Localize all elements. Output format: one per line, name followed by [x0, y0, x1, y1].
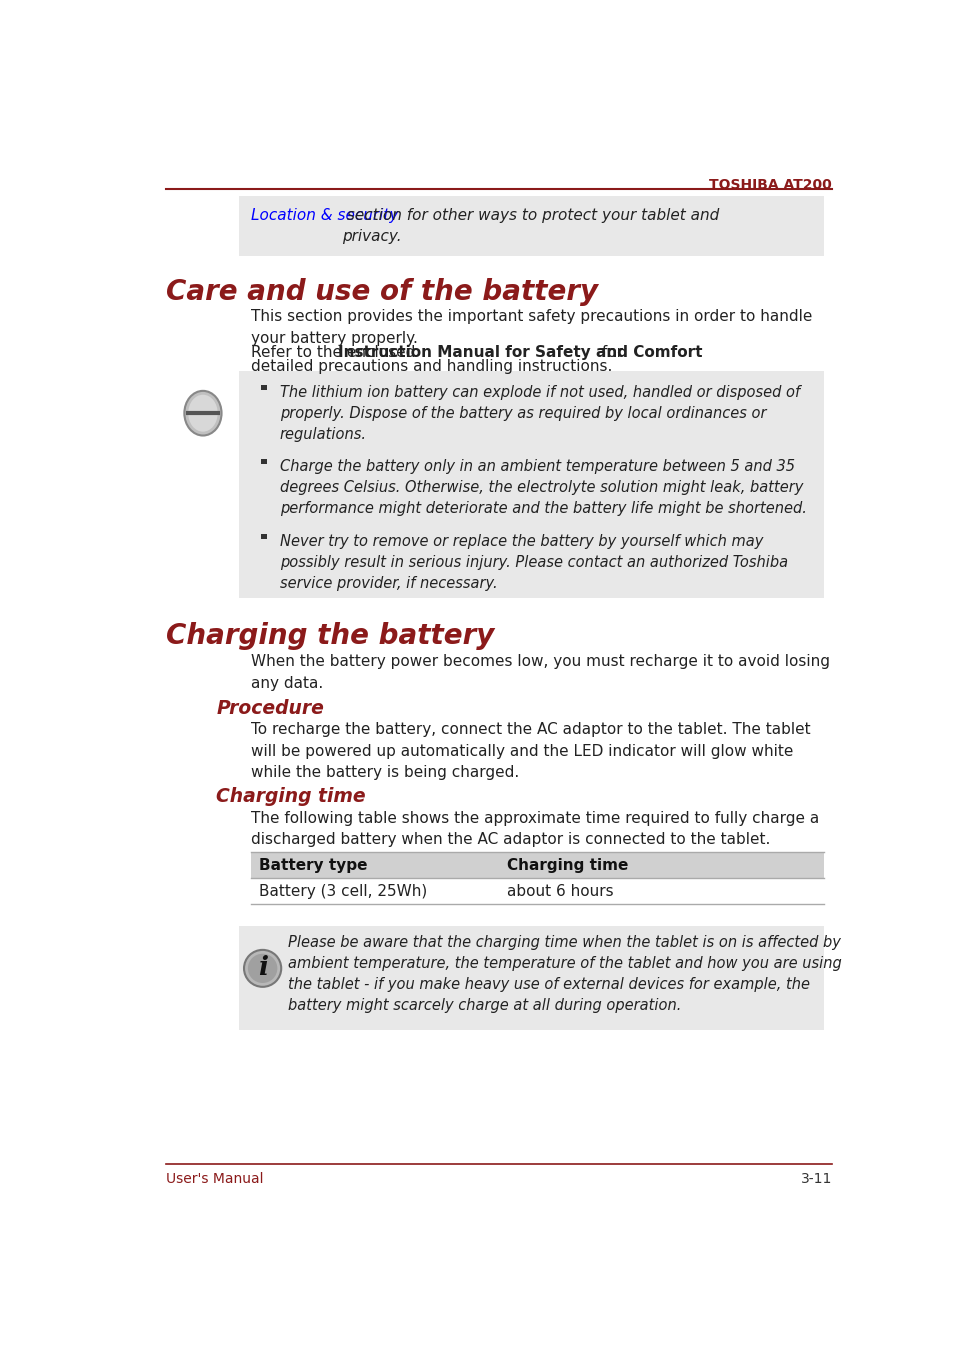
Text: Battery type: Battery type	[258, 858, 367, 873]
Text: 3-11: 3-11	[800, 1171, 831, 1186]
Bar	[261, 385, 266, 390]
Text: User's Manual: User's Manual	[166, 1171, 263, 1186]
Text: Please be aware that the charging time when the tablet is on is affected by
ambi: Please be aware that the charging time w…	[288, 935, 841, 1013]
Text: section for other ways to protect your tablet and
privacy.: section for other ways to protect your t…	[341, 208, 719, 245]
Text: Instruction Manual for Safety and Comfort: Instruction Manual for Safety and Comfor…	[337, 344, 701, 359]
Text: This section provides the important safety precautions in order to handle
your b: This section provides the important safe…	[251, 309, 812, 346]
Text: The lithium ion battery can explode if not used, handled or disposed of
properly: The lithium ion battery can explode if n…	[279, 385, 799, 441]
Text: Refer to the enclosed: Refer to the enclosed	[251, 344, 420, 359]
Text: i: i	[257, 955, 268, 981]
FancyBboxPatch shape	[251, 853, 823, 878]
Text: Care and use of the battery: Care and use of the battery	[166, 278, 598, 307]
Circle shape	[248, 954, 277, 983]
Text: TOSHIBA AT200: TOSHIBA AT200	[709, 179, 831, 192]
Circle shape	[244, 950, 281, 987]
Ellipse shape	[188, 394, 217, 432]
Text: The following table shows the approximate time required to fully charge a
discha: The following table shows the approximat…	[251, 811, 819, 847]
Text: To recharge the battery, connect the AC adaptor to the tablet. The tablet
will b: To recharge the battery, connect the AC …	[251, 722, 810, 780]
Text: Battery (3 cell, 25Wh): Battery (3 cell, 25Wh)	[258, 885, 427, 900]
Ellipse shape	[184, 391, 221, 436]
Bar	[261, 459, 266, 464]
Bar	[261, 534, 266, 539]
Text: Charge the battery only in an ambient temperature between 5 and 35
degrees Celsi: Charge the battery only in an ambient te…	[279, 459, 805, 515]
Text: about 6 hours: about 6 hours	[506, 885, 613, 900]
FancyBboxPatch shape	[239, 925, 823, 1030]
Text: Charging the battery: Charging the battery	[166, 621, 494, 650]
Text: Location & security: Location & security	[251, 208, 398, 223]
Text: When the battery power becomes low, you must recharge it to avoid losing
any dat: When the battery power becomes low, you …	[251, 654, 829, 691]
Text: detailed precautions and handling instructions.: detailed precautions and handling instru…	[251, 359, 612, 374]
Text: Never try to remove or replace the battery by yourself which may
possibly result: Never try to remove or replace the batte…	[279, 534, 787, 590]
Text: Charging time: Charging time	[506, 858, 627, 873]
Text: Charging time: Charging time	[216, 787, 365, 807]
FancyBboxPatch shape	[239, 371, 823, 599]
FancyBboxPatch shape	[239, 196, 823, 256]
Text: Procedure: Procedure	[216, 699, 324, 718]
Text: for: for	[597, 344, 622, 359]
